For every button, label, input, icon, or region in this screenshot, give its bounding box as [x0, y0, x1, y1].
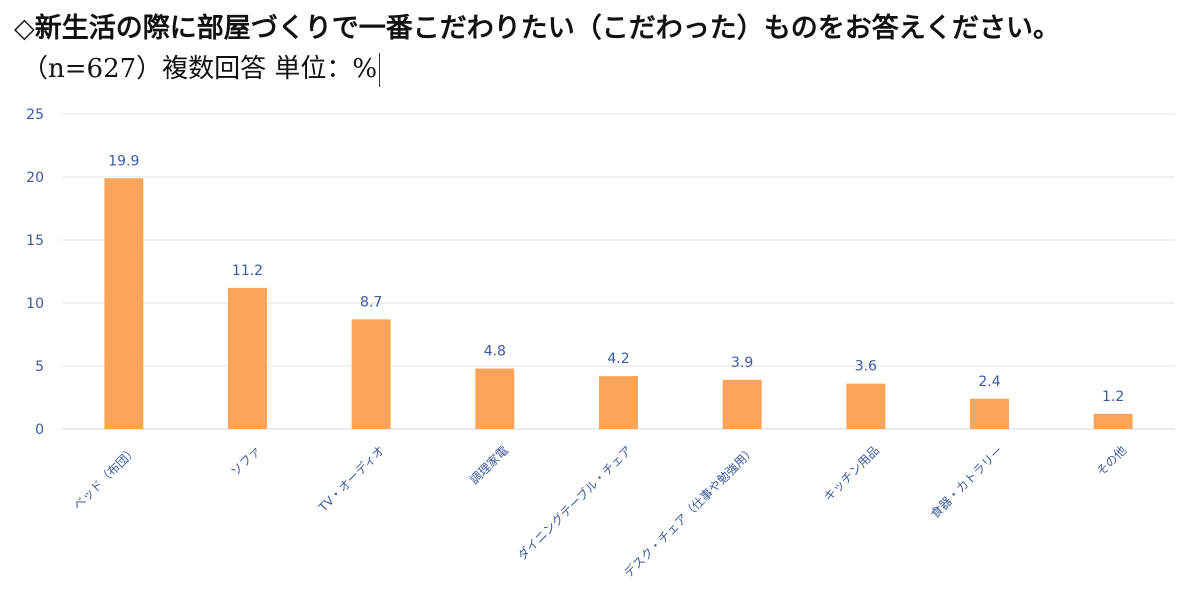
category-label: デスク・チェア（仕事や勉強用） [621, 443, 759, 581]
text-cursor [379, 53, 381, 87]
y-tick-label: 10 [26, 296, 44, 312]
category-label: TV・オーディオ [315, 443, 388, 516]
chart-subtitle: （n=627）複数回答 単位：% [22, 54, 378, 84]
bar-8 [970, 398, 1009, 429]
data-label: 2.4 [978, 374, 1000, 390]
chart-subtitle-row: （n=627）複数回答 単位：% [22, 48, 381, 87]
data-label: 3.6 [855, 359, 877, 375]
y-tick-label: 0 [35, 422, 44, 438]
bar-4 [475, 368, 515, 429]
category-labels: ベッド（布団） ソファ TV・オーディオ 調理家電 ダイニングテーブル・チェアデスク・チ… [71, 443, 1130, 581]
y-tick-label: 15 [26, 233, 44, 249]
y-tick-label: 25 [26, 107, 44, 123]
data-label: 3.9 [731, 355, 753, 371]
y-axis-ticks: 0 5 10 15 20 25 [26, 107, 44, 438]
category-label: ダイニングテーブル・チェア [514, 443, 634, 563]
data-label: 4.8 [484, 344, 506, 360]
bars [104, 178, 1133, 429]
bar-9 [1093, 413, 1133, 429]
bar-6 [722, 379, 762, 429]
category-label: 食器・カトラリー [927, 443, 1005, 521]
y-tick-label: 20 [26, 170, 44, 186]
bar-2 [228, 287, 267, 429]
data-label: 4.2 [607, 351, 629, 367]
category-label: 調理家電 [466, 443, 511, 488]
category-label: その他 [1094, 443, 1129, 478]
category-label: ベッド（布団） [71, 443, 140, 512]
bar-7 [846, 383, 886, 429]
bar-3 [351, 319, 391, 429]
data-label: 11.2 [232, 263, 263, 279]
category-label: ソファ [228, 443, 263, 478]
category-label: キッチン用品 [821, 443, 882, 504]
y-tick-label: 5 [35, 359, 44, 375]
chart-title: ◇新生活の際に部屋づくりで一番こだわりたい（こだわった）ものをお答えください。 [14, 13, 1060, 44]
data-label: 8.7 [360, 294, 382, 310]
bar-1 [104, 178, 144, 429]
data-label: 1.2 [1102, 389, 1124, 405]
bar-5 [599, 376, 638, 429]
data-label: 19.9 [108, 153, 139, 169]
data-labels: 19.9 11.2 8.7 4.8 4.2 3.9 3.6 2.4 1.2 [108, 153, 1124, 405]
